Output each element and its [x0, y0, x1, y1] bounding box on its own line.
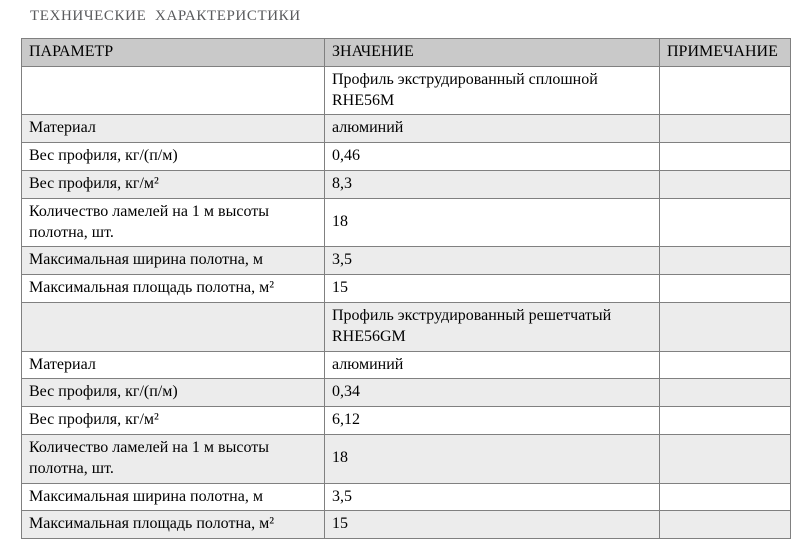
value-cell: алюминий: [324, 114, 660, 144]
table-row: Вес профиля, кг/м² 8,3: [21, 169, 791, 199]
table-row: Профиль экструдированный сплошной RHE56M: [21, 65, 791, 116]
note-cell: [659, 350, 791, 380]
value-cell: алюминий: [324, 350, 660, 380]
table-row: Материал алюминий: [21, 350, 791, 380]
parameter-cell: Количество ламелей на 1 м высоты полотна…: [21, 197, 325, 248]
table-row: Количество ламелей на 1 м высоты полотна…: [21, 197, 791, 248]
parameter-cell: Максимальная ширина полотна, м: [21, 482, 325, 512]
table-row: Профиль экструдированный решетчатый RHE5…: [21, 301, 791, 352]
value-cell: 3,5: [324, 246, 660, 276]
value-cell: 18: [324, 433, 660, 484]
column-header-parameter: ПАРАМЕТР: [21, 38, 325, 67]
table-row: Вес профиля, кг/(п/м) 0,34: [21, 378, 791, 408]
table-row: Вес профиля, кг/(п/м) 0,46: [21, 142, 791, 171]
note-cell: [659, 274, 791, 303]
note-cell: [659, 65, 791, 116]
table-row: Вес профиля, кг/м² 6,12: [21, 406, 791, 435]
value-cell: 0,46: [324, 142, 660, 171]
specs-table: ПАРАМЕТР ЗНАЧЕНИЕ ПРИМЕЧАНИЕ Профиль экс…: [21, 38, 791, 540]
value-cell: 8,3: [324, 169, 660, 199]
page: ТЕХНИЧЕСКИЕ ХАРАКТЕРИСТИКИ ПАРАМЕТР ЗНАЧ…: [21, 8, 791, 540]
column-header-note: ПРИМЕЧАНИЕ: [659, 38, 791, 67]
parameter-cell: Количество ламелей на 1 м высоты полотна…: [21, 433, 325, 484]
header-row: ПАРАМЕТР ЗНАЧЕНИЕ ПРИМЕЧАНИЕ: [21, 38, 791, 67]
note-cell: [659, 301, 791, 352]
parameter-cell: Максимальная площадь полотна, м²: [21, 510, 325, 540]
parameter-cell: Материал: [21, 114, 325, 144]
value-cell: 0,34: [324, 378, 660, 408]
parameter-cell: Вес профиля, кг/(п/м): [21, 378, 325, 408]
table-body: Профиль экструдированный сплошной RHE56M…: [21, 65, 791, 540]
value-cell: 15: [324, 274, 660, 303]
value-cell: Профиль экструдированный сплошной RHE56M: [324, 65, 660, 116]
value-cell: 6,12: [324, 406, 660, 435]
table-row: Максимальная ширина полотна, м 3,5: [21, 482, 791, 512]
note-cell: [659, 510, 791, 540]
note-cell: [659, 378, 791, 408]
note-cell: [659, 142, 791, 171]
table-row: Материал алюминий: [21, 114, 791, 144]
parameter-cell: [21, 65, 325, 116]
table-header: ПАРАМЕТР ЗНАЧЕНИЕ ПРИМЕЧАНИЕ: [21, 38, 791, 67]
note-cell: [659, 114, 791, 144]
parameter-cell: Вес профиля, кг/(п/м): [21, 142, 325, 171]
note-cell: [659, 246, 791, 276]
value-cell: 3,5: [324, 482, 660, 512]
parameter-cell: [21, 301, 325, 352]
note-cell: [659, 482, 791, 512]
column-header-value: ЗНАЧЕНИЕ: [324, 38, 660, 67]
value-cell: 15: [324, 510, 660, 540]
note-cell: [659, 169, 791, 199]
table-row: Максимальная площадь полотна, м² 15: [21, 274, 791, 303]
parameter-cell: Вес профиля, кг/м²: [21, 406, 325, 435]
value-cell: 18: [324, 197, 660, 248]
table-row: Максимальная ширина полотна, м 3,5: [21, 246, 791, 276]
table-row: Максимальная площадь полотна, м² 15: [21, 510, 791, 540]
note-cell: [659, 433, 791, 484]
note-cell: [659, 406, 791, 435]
note-cell: [659, 197, 791, 248]
parameter-cell: Вес профиля, кг/м²: [21, 169, 325, 199]
page-title: ТЕХНИЧЕСКИЕ ХАРАКТЕРИСТИКИ: [30, 8, 301, 24]
table-row: Количество ламелей на 1 м высоты полотна…: [21, 433, 791, 484]
value-cell: Профиль экструдированный решетчатый RHE5…: [324, 301, 660, 352]
parameter-cell: Материал: [21, 350, 325, 380]
parameter-cell: Максимальная площадь полотна, м²: [21, 274, 325, 303]
parameter-cell: Максимальная ширина полотна, м: [21, 246, 325, 276]
